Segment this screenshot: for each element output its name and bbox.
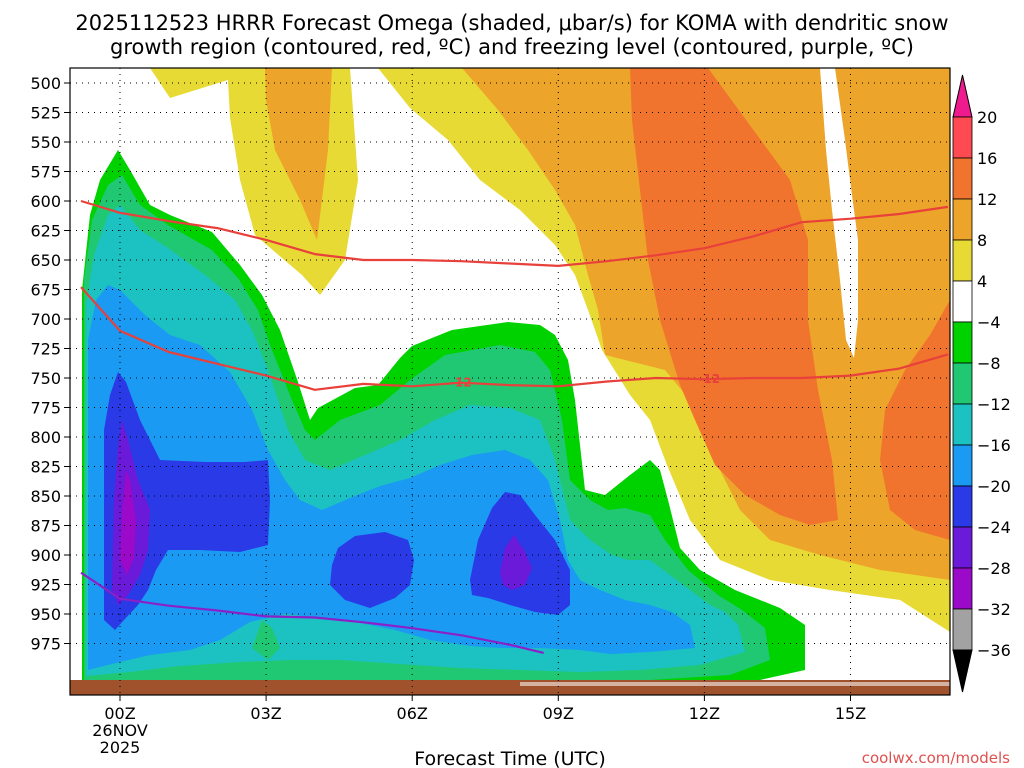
chart-title-line2: growth region (contoured, red, ºC) and f… bbox=[110, 35, 914, 59]
plot-frame bbox=[69, 67, 951, 696]
colorbar-swatch-0 bbox=[952, 116, 973, 159]
x-tick-label-2: 06Z bbox=[397, 704, 428, 723]
colorbar-label-6: −8 bbox=[977, 354, 1001, 373]
y-tick-label-9: 725 bbox=[30, 340, 61, 359]
y-tick-label-0: 500 bbox=[30, 74, 61, 93]
x-tick-sublabel-date: 26NOV bbox=[92, 721, 148, 740]
colorbar: 20 16 12 8 4 −4 −8 −12 −16 −20 −24 −28 −32 −36 bbox=[952, 74, 1011, 693]
grid-lines bbox=[70, 68, 950, 695]
contour-label-0: -12 bbox=[450, 376, 472, 390]
colorbar-arrow-bottom bbox=[952, 649, 973, 693]
omega-shade-dark-blue-mid bbox=[330, 532, 414, 608]
colorbar-label-3: 8 bbox=[977, 231, 987, 250]
colorbar-swatch-5 bbox=[952, 321, 973, 364]
colorbar-label-11: −28 bbox=[977, 559, 1011, 578]
contour-line-1 bbox=[80, 286, 949, 391]
colorbar-label-9: −20 bbox=[977, 477, 1011, 496]
colorbar-swatch-8 bbox=[952, 444, 973, 487]
y-tick-label-4: 600 bbox=[30, 192, 61, 211]
contour-label-1: -12 bbox=[698, 372, 720, 386]
y-tick-label-8: 700 bbox=[30, 310, 61, 329]
y-tick-label-12: 800 bbox=[30, 428, 61, 447]
colorbar-swatch-1 bbox=[952, 157, 973, 200]
x-axis-title: Forecast Time (UTC) bbox=[414, 748, 605, 768]
y-tick-label-1: 525 bbox=[30, 104, 61, 123]
y-tick-label-3: 575 bbox=[30, 163, 61, 182]
omega-shade-teal-blob bbox=[252, 620, 280, 660]
y-tick-label-17: 925 bbox=[30, 576, 61, 595]
colorbar-swatch-11 bbox=[952, 567, 973, 610]
x-tick-label-4: 12Z bbox=[689, 704, 720, 723]
y-tick-label-11: 775 bbox=[30, 399, 61, 418]
colorbar-swatch-2 bbox=[952, 198, 973, 241]
colorbar-label-5: −4 bbox=[977, 313, 1001, 332]
chart-title-line1: 2025112523 HRRR Forecast Omega (shaded, … bbox=[75, 11, 948, 35]
y-tick-label-15: 875 bbox=[30, 517, 61, 536]
terrain-snow-edge bbox=[520, 682, 950, 686]
plot-area: -12 -12 bbox=[69, 67, 951, 696]
x-tick-label-0: 00Z bbox=[104, 704, 135, 723]
omega-shade-orange-upper-left bbox=[265, 68, 332, 240]
y-tick-label-14: 850 bbox=[30, 487, 61, 506]
colorbar-arrow-top bbox=[952, 74, 973, 118]
y-tick-label-10: 750 bbox=[30, 369, 61, 388]
colorbar-swatch-9 bbox=[952, 485, 973, 528]
x-tick-label-3: 09Z bbox=[543, 704, 574, 723]
colorbar-swatch-3 bbox=[952, 239, 973, 282]
colorbar-label-12: −32 bbox=[977, 600, 1011, 619]
y-tick-label-18: 950 bbox=[30, 605, 61, 624]
colorbar-label-2: 12 bbox=[977, 190, 997, 209]
colorbar-swatch-12 bbox=[952, 608, 973, 651]
colorbar-label-0: 20 bbox=[977, 108, 997, 127]
colorbar-swatch-4 bbox=[952, 280, 973, 323]
omega-shade-purple-right bbox=[500, 535, 532, 590]
y-axis: 500 525 550 575 600 625 650 675 700 725 750 775 800 8… bbox=[30, 74, 70, 654]
colorbar-label-8: −16 bbox=[977, 436, 1011, 455]
colorbar-swatch-10 bbox=[952, 526, 973, 569]
colorbar-label-4: 4 bbox=[977, 272, 987, 291]
y-tick-label-2: 550 bbox=[30, 133, 61, 152]
omega-shade-dark-blue-left bbox=[104, 372, 270, 630]
colorbar-swatch-6 bbox=[952, 362, 973, 405]
contour-line-2 bbox=[80, 571, 544, 654]
y-tick-label-19: 975 bbox=[30, 635, 61, 654]
colorbar-swatch-7 bbox=[952, 403, 973, 446]
y-tick-label-13: 825 bbox=[30, 458, 61, 477]
credit-text: coolwx.com/models bbox=[862, 749, 1010, 767]
x-tick-label-5: 15Z bbox=[835, 704, 866, 723]
y-tick-label-5: 625 bbox=[30, 222, 61, 241]
omega-shade-orange-right-1 bbox=[630, 68, 838, 525]
y-tick-label-7: 675 bbox=[30, 281, 61, 300]
colorbar-label-10: −24 bbox=[977, 518, 1011, 537]
colorbar-label-13: −36 bbox=[977, 641, 1011, 660]
x-tick-sublabel-year: 2025 bbox=[100, 738, 141, 757]
contour-line-0 bbox=[80, 199, 949, 267]
y-tick-label-16: 900 bbox=[30, 546, 61, 565]
colorbar-label-1: 16 bbox=[977, 149, 997, 168]
contour-labels: -12 -12 bbox=[450, 372, 720, 390]
contour-lines bbox=[80, 199, 949, 654]
colorbar-label-7: −12 bbox=[977, 395, 1011, 414]
y-tick-label-6: 650 bbox=[30, 251, 61, 270]
x-tick-label-1: 03Z bbox=[250, 704, 281, 723]
omega-shade-white-mid-right bbox=[820, 68, 858, 358]
